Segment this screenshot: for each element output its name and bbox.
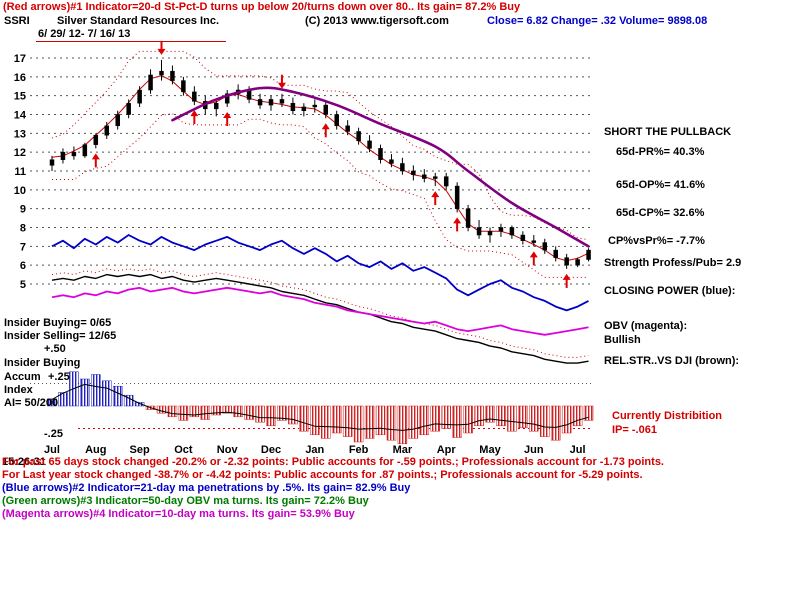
accum-title-line1: Insider Buying (4, 357, 81, 369)
current-mode-label: Currently Distribition (612, 410, 723, 422)
svg-text:Mar: Mar (393, 444, 413, 456)
svg-text:Nov: Nov (217, 444, 239, 456)
svg-text:Jan: Jan (305, 444, 324, 456)
footer-line-magenta-arrows: (Magenta arrows)#4 Indicator=10-day ma t… (2, 508, 355, 520)
rel-str-label: REL.STR..VS DJI (brown): (604, 355, 740, 367)
copyright-text: (C) 2013 www.tigersoft.com (305, 15, 449, 27)
red-arrows-indicator-line: (Red arrows)#1 Indicator=20-d St-Pct-D t… (3, 1, 521, 13)
footer-line-blue-arrows: (Blue arrows)#2 Indicator=21-day ma pene… (2, 482, 411, 494)
svg-text:Feb: Feb (349, 444, 369, 456)
svg-text:Jul: Jul (570, 444, 586, 456)
ticker-symbol: SSRI (4, 15, 30, 27)
accum-title-line3: Index (4, 384, 33, 396)
svg-text:15: 15 (14, 91, 26, 103)
svg-text:9: 9 (20, 204, 26, 216)
closing-power-label: CLOSING POWER (blue): (604, 285, 736, 297)
date-underline (36, 41, 226, 42)
svg-text:6: 6 (20, 260, 26, 272)
quote-summary: Close= 6.82 Change= .32 Volume= 9898.08 (487, 15, 708, 27)
strength-ratio-label: Strength Profess/Pub= 2.9 (604, 257, 742, 269)
cp-vs-pr-label: CP%vsPr%= -7.7% (608, 235, 705, 247)
current-ip-value: IP= -.061 (612, 424, 657, 436)
svg-text:Apr: Apr (437, 444, 457, 456)
footer-line-lastyear: For Last year stock changed -38.7% or -4… (2, 469, 643, 481)
footer-line-green-arrows: (Green arrows)#3 Indicator=50-day OBV ma… (2, 495, 369, 507)
insider-selling-label: Insider Selling= 12/65 (4, 330, 117, 342)
svg-text:Dec: Dec (261, 444, 281, 456)
accum-title-line2: Accum (4, 371, 41, 383)
svg-text:11: 11 (14, 166, 26, 178)
timestamp: 15:26:31 (2, 456, 47, 468)
pr-percent-label: 65d-PR%= 40.3% (616, 146, 705, 158)
obv-status: Bullish (604, 334, 641, 346)
svg-text:17: 17 (14, 53, 26, 65)
svg-text:16: 16 (14, 72, 26, 84)
accum-scale-plus25: +.25 (48, 371, 70, 383)
svg-text:8: 8 (20, 223, 26, 235)
footer-line-past65: For past 65 days stock changed -20.2% or… (2, 456, 664, 468)
svg-text:5: 5 (20, 279, 26, 291)
svg-text:12: 12 (14, 147, 26, 159)
svg-text:May: May (479, 444, 501, 456)
svg-text:Sep: Sep (130, 444, 150, 456)
accum-scale-plus50: +.50 (44, 343, 66, 355)
svg-text:10: 10 (14, 185, 26, 197)
svg-text:Oct: Oct (174, 444, 193, 456)
obv-label: OBV (magenta): (604, 320, 688, 332)
svg-text:14: 14 (14, 110, 27, 122)
svg-text:Jul: Jul (44, 444, 60, 456)
svg-text:13: 13 (14, 128, 26, 140)
date-range: 6/ 29/ 12- 7/ 16/ 13 (38, 28, 131, 40)
company-name: Silver Standard Resources Inc. (57, 15, 220, 27)
ai-ratio-label: AI= 50/200 (4, 397, 59, 409)
cp-percent-label: 65d-CP%= 32.6% (616, 207, 705, 219)
accum-scale-minus25: -.25 (44, 428, 63, 440)
svg-text:7: 7 (20, 241, 26, 253)
svg-text:Aug: Aug (85, 444, 106, 456)
short-pullback-headline: SHORT THE PULLBACK (604, 126, 732, 138)
svg-text:Jun: Jun (524, 444, 544, 456)
op-percent-label: 65d-OP%= 41.6% (616, 179, 705, 191)
insider-buying-label: Insider Buying= 0/65 (4, 317, 112, 329)
